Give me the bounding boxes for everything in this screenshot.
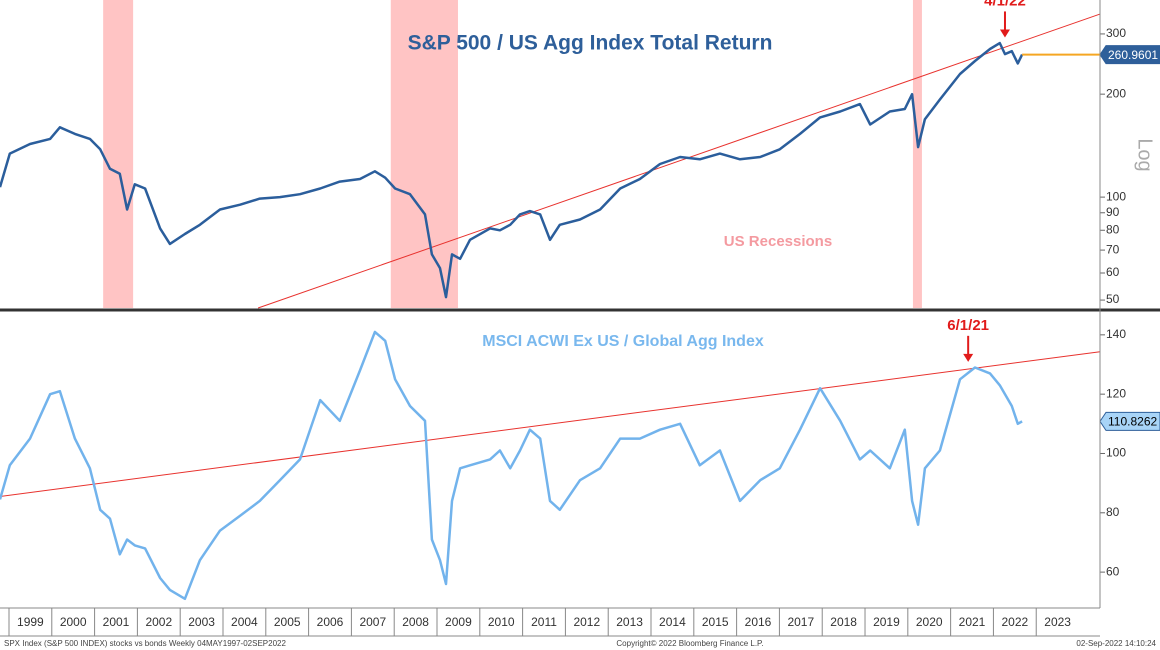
x-tick-label: 2009 — [445, 615, 472, 629]
x-tick-label: 2007 — [359, 615, 386, 629]
y-tick-label: 60 — [1106, 564, 1120, 578]
x-tick-label: 2019 — [873, 615, 900, 629]
x-tick-label: 2016 — [745, 615, 772, 629]
x-tick-label: 2000 — [60, 615, 87, 629]
x-tick-label: 2001 — [103, 615, 130, 629]
y-tick-label: 140 — [1106, 327, 1126, 341]
chart-title: MSCI ACWI Ex US / Global Agg Index — [482, 333, 764, 350]
x-tick-label: 2018 — [830, 615, 857, 629]
last-value-tag — [1099, 411, 1160, 431]
x-tick-label: 2021 — [959, 615, 986, 629]
chart-title: S&P 500 / US Agg Index Total Return — [408, 32, 773, 55]
x-tick-label: 2003 — [188, 615, 215, 629]
footer-center: Copyright© 2022 Bloomberg Finance L.P. — [616, 639, 763, 648]
x-tick-label: 2008 — [402, 615, 429, 629]
y-tick-label: 100 — [1106, 446, 1126, 460]
x-tick-label: 2004 — [231, 615, 258, 629]
x-tick-label: 2012 — [573, 615, 600, 629]
band-label: US Recessions — [724, 233, 832, 250]
trend-line — [0, 351, 1101, 497]
series-line — [0, 330, 1023, 601]
trend-line — [257, 13, 1101, 309]
y-tick-label: 60 — [1106, 265, 1120, 279]
last-value-tag — [1099, 45, 1160, 65]
series-line — [0, 41, 1024, 299]
y-tick-label: 90 — [1106, 205, 1120, 219]
footer-left: SPX Index (S&P 500 INDEX) stocks vs bond… — [4, 639, 286, 648]
footer-right: 02-Sep-2022 14:10:24 — [1076, 639, 1156, 648]
y-tick-label: 100 — [1106, 189, 1126, 203]
axis-label: Log — [1134, 138, 1156, 171]
last-value-label: 110.8262 — [1108, 415, 1157, 429]
x-tick-label: 2023 — [1044, 615, 1071, 629]
y-tick-label: 50 — [1106, 292, 1120, 306]
x-tick-label: 1999 — [17, 615, 44, 629]
x-tick-label: 2002 — [145, 615, 172, 629]
x-tick-label: 2005 — [274, 615, 301, 629]
y-tick-label: 300 — [1106, 26, 1126, 40]
y-tick-label: 70 — [1106, 242, 1120, 256]
annotation-text: 6/1/21 — [947, 317, 989, 334]
y-tick-label: 80 — [1106, 505, 1120, 519]
x-tick-label: 2013 — [616, 615, 643, 629]
annotation-arrowhead — [963, 353, 974, 362]
y-tick-label: 80 — [1106, 222, 1120, 236]
x-tick-label: 2017 — [787, 615, 814, 629]
x-tick-label: 2020 — [916, 615, 943, 629]
y-tick-label: 200 — [1106, 86, 1126, 100]
x-tick-label: 2011 — [531, 615, 557, 629]
x-tick-label: 2014 — [659, 615, 686, 629]
annotation-text: 4/1/22 — [984, 0, 1026, 9]
x-tick-label: 2006 — [317, 615, 344, 629]
annotation-arrowhead — [999, 29, 1010, 38]
recession-band — [103, 0, 134, 308]
x-tick-label: 2022 — [1001, 615, 1028, 629]
recession-band — [390, 0, 458, 308]
last-value-label: 260.9601 — [1108, 48, 1158, 62]
y-tick-label: 120 — [1106, 386, 1126, 400]
x-tick-label: 2015 — [702, 615, 729, 629]
recession-band — [912, 0, 922, 308]
plot-layer: 50 60 70 80 90 100 200 300 260.9601 4/1/22 60 80 100… — [0, 0, 1160, 636]
x-tick-label: 2010 — [488, 615, 515, 629]
